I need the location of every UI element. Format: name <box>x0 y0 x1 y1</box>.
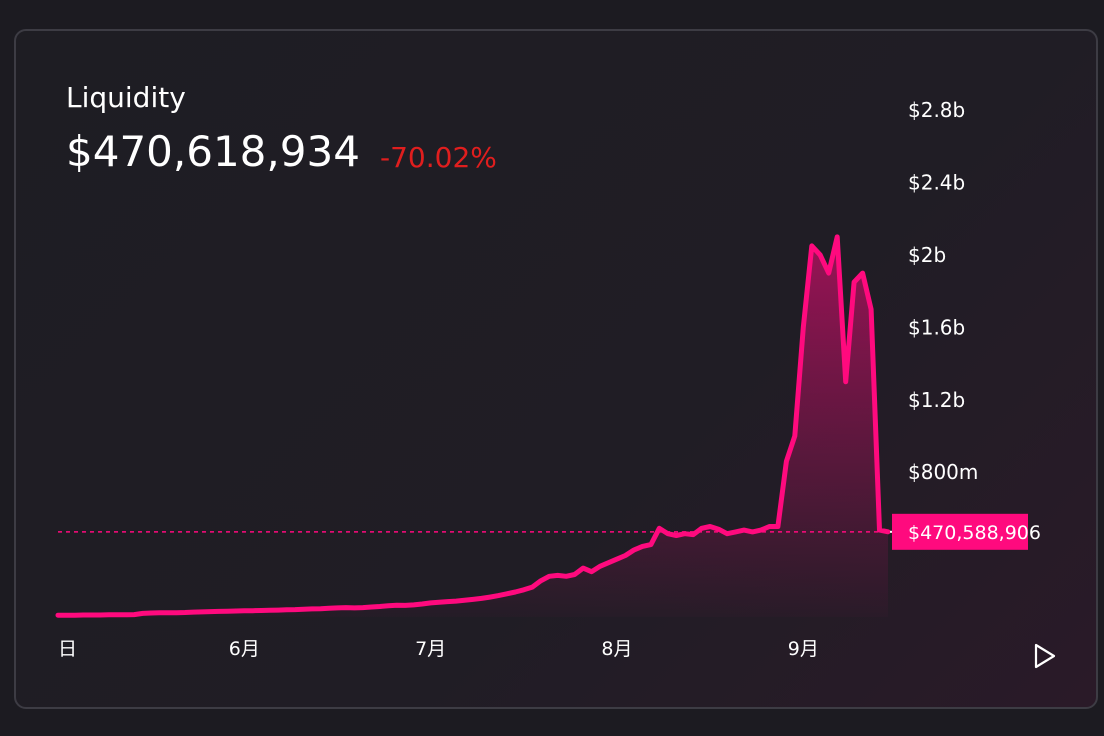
y-tick-label: $2.8b <box>908 98 965 122</box>
x-tick-label: 7月 <box>415 638 446 660</box>
chart-title: Liquidity <box>66 81 186 114</box>
x-axis: 日 6月 7月 8月 9月 <box>58 638 819 660</box>
y-tick-label: $2b <box>908 243 946 267</box>
y-axis: $2.8b $2.4b $2b $1.6b $1.2b $800m <box>908 98 978 484</box>
liquidity-card: Liquidity $470,618,934 -70.02% $2.8b $2.4… <box>14 29 1098 709</box>
play-icon <box>1034 643 1056 669</box>
y-tick-label: $1.6b <box>908 315 965 339</box>
play-button[interactable] <box>1030 641 1060 671</box>
liquidity-chart: $2.8b $2.4b $2b $1.6b $1.2b $800m 日 6月 7月 8月 9月 $… <box>55 98 1041 660</box>
current-value-label: $470,588,906 <box>908 522 1041 544</box>
x-tick-label: 6月 <box>229 638 260 660</box>
current-value-marker: $470,588,906 <box>58 513 1041 550</box>
y-tick-label: $1.2b <box>908 388 965 412</box>
x-tick-label: 8月 <box>601 638 632 660</box>
y-tick-label: $2.4b <box>908 171 965 195</box>
liquidity-area <box>58 236 888 617</box>
current-value: $470,618,934 <box>66 127 360 176</box>
x-tick-label: 日 <box>58 638 77 660</box>
percent-change: -70.02% <box>380 141 497 174</box>
y-tick-label: $800m <box>908 460 978 484</box>
x-tick-label: 9月 <box>788 638 819 660</box>
current-value-badge <box>892 513 1028 550</box>
